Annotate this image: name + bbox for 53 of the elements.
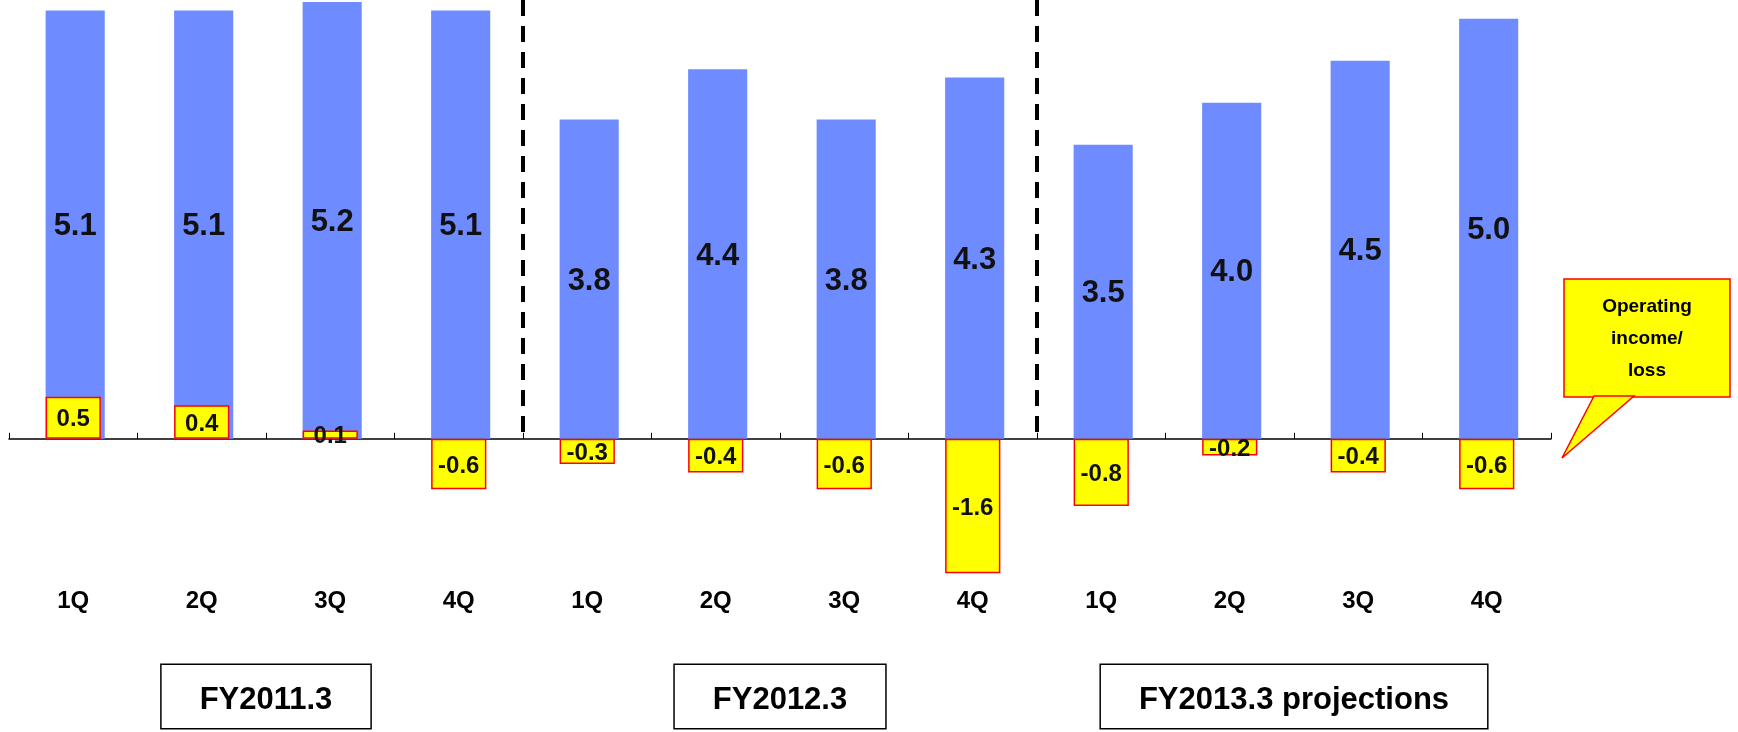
x-tick-label: 4Q [442,586,475,614]
data-label: -0.8 [1080,458,1122,486]
bar [1459,18,1519,439]
text: FY2013.3 projections [1138,681,1450,716]
x-tick-label: 3Q [314,586,347,614]
text: FY2012.3 [712,681,848,716]
data-label: -0.4 [1337,442,1380,470]
bar [945,77,1005,439]
x-tick-label: 3Q [828,586,861,614]
text: FY2011.3 [199,681,333,716]
data-label: 4.3 [953,240,997,276]
bar [816,119,876,439]
bar [431,10,491,439]
data-label: 0.1 [313,421,347,449]
data-label: 5.1 [182,207,226,243]
bar [174,10,234,439]
data-label: -0.2 [1209,433,1251,461]
data-label: -0.4 [695,442,738,470]
data-label: -0.3 [566,437,608,465]
bar [559,119,619,439]
bar [1202,102,1262,439]
x-tick-label: 3Q [1342,586,1375,614]
bar [945,438,1001,574]
data-label: 0.5 [56,404,90,432]
data-label: 3.5 [1081,274,1125,310]
data-label: 5.1 [53,207,97,243]
bar [45,10,105,439]
x-tick-label: 4Q [1470,586,1503,614]
x-tick-label: 1Q [1085,586,1118,614]
data-label: -0.6 [438,450,480,478]
data-label: 4.0 [1210,253,1254,289]
x-tick-label: 4Q [956,586,989,614]
data-label: 0.4 [185,408,220,436]
data-label: 5.2 [310,202,354,238]
x-tick-label: 2Q [1213,586,1246,614]
data-label: 5.1 [439,207,483,243]
x-tick-label: 1Q [571,586,604,614]
bar [688,69,748,439]
data-label: 5.0 [1467,211,1511,247]
bar [1073,144,1133,439]
bar [1073,438,1129,506]
bar [1330,60,1390,439]
x-tick-label: 2Q [699,586,732,614]
data-label: 3.8 [567,261,611,297]
data-label: 4.4 [696,236,740,272]
data-label: -0.6 [1466,450,1508,478]
text: Operating income/ loss [1602,294,1692,382]
data-label: 3.8 [824,261,868,297]
data-label: -0.6 [823,450,865,478]
data-label: -1.6 [952,492,994,520]
x-tick-label: 1Q [57,586,90,614]
x-tick-label: 2Q [185,586,218,614]
data-label: 4.5 [1338,232,1382,268]
